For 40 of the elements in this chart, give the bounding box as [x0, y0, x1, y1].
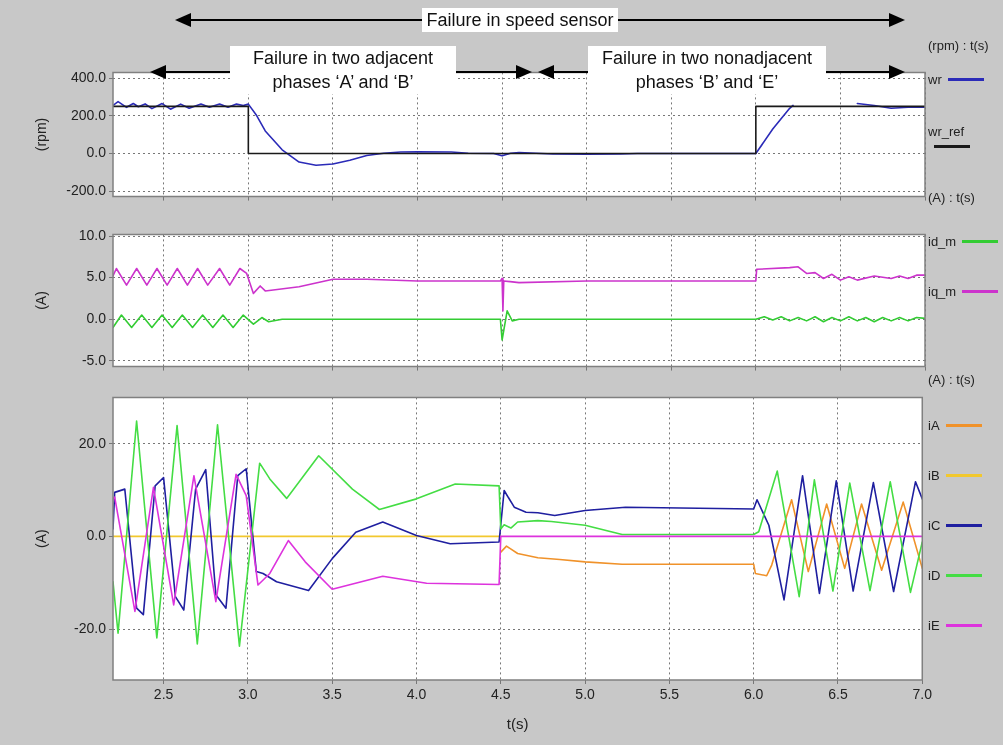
legend-label: iC [928, 518, 941, 533]
y-tick-label: -20.0 [74, 619, 107, 636]
y-tick-label: 200.0 [70, 106, 107, 123]
y-axis-title: (A) [33, 529, 50, 549]
annotation: Failure in two nonadjacent phases ‘B’ and ‘E’ [588, 46, 826, 94]
y-tick-label: 0.0 [86, 310, 107, 327]
annotation: Failure in two adjacent phases ‘A’ and ‘B’ [230, 46, 456, 94]
x-axis-title: t(s) [506, 715, 529, 733]
x-tick-label: 4.5 [491, 686, 511, 703]
text: Failure in speed sensor [422, 8, 618, 32]
y-axis-title: (rpm) [33, 117, 50, 152]
legend-label: iq_m [928, 284, 957, 299]
y-tick-label: 0.0 [86, 144, 107, 161]
x-tick-label: 4.0 [406, 686, 427, 703]
y-tick-label: 10.0 [78, 226, 107, 243]
x-tick-label: 5.0 [575, 686, 596, 703]
y-tick-label: 5.0 [86, 268, 107, 285]
legend-label: iE [928, 618, 940, 633]
y-axis-title: (A) [33, 291, 50, 310]
y-tick-label: 400.0 [70, 68, 107, 85]
x-tick-label: 6.0 [743, 686, 764, 703]
x-tick-label: 3.5 [322, 686, 343, 703]
legend-title: (rpm) : t(s) [928, 38, 990, 55]
legend-label: iB [928, 468, 940, 483]
y-tick-label: -200.0 [66, 182, 107, 199]
legend-label: iD [928, 568, 941, 583]
legend-label: id_m [928, 234, 957, 249]
series-label: wr [928, 72, 942, 87]
legend-title: (A) : t(s) [928, 372, 976, 389]
legend-label: iA [928, 418, 940, 433]
x-tick-label: 5.5 [659, 686, 680, 703]
y-tick-label: 0.0 [86, 527, 107, 544]
y-tick-label: -5.0 [81, 351, 107, 368]
x-tick-label: 3.0 [238, 686, 258, 703]
x-tick-label: 2.5 [153, 686, 174, 703]
y-tick-label: 20.0 [78, 434, 107, 451]
x-tick-label: 7.0 [912, 686, 933, 703]
legend-title: (A) : t(s) [928, 190, 976, 207]
series-label: wr_ref [928, 124, 965, 139]
x-tick-label: 6.5 [828, 686, 848, 703]
